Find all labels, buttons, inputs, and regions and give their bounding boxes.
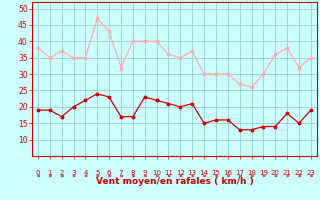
X-axis label: Vent moyen/en rafales ( km/h ): Vent moyen/en rafales ( km/h ) bbox=[96, 177, 253, 186]
